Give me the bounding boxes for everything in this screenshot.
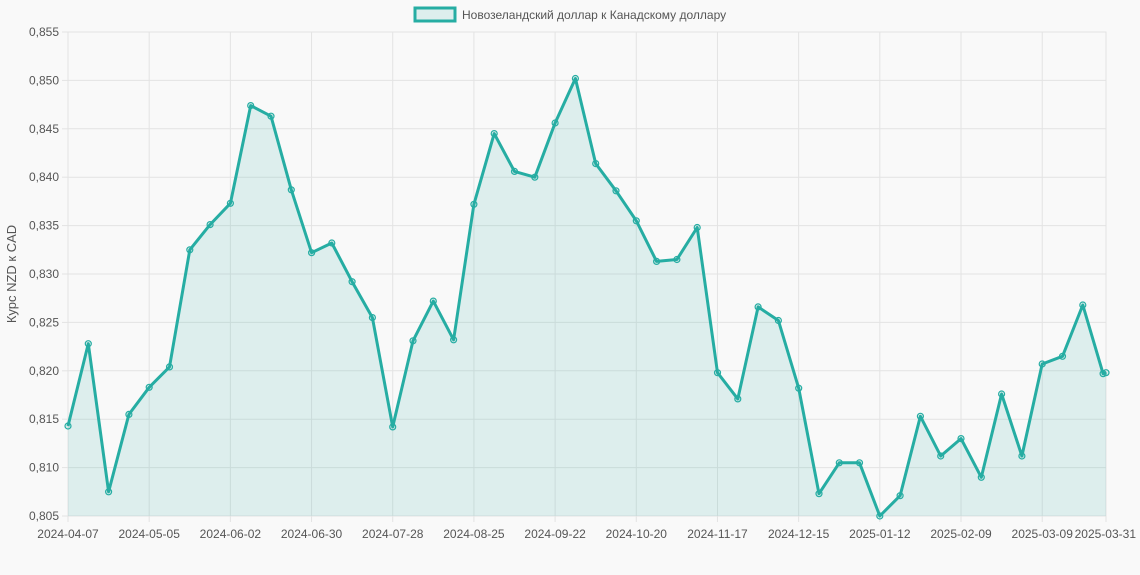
x-tick-label: 2024-09-22 [524,527,586,541]
y-tick-label: 0,830 [29,267,59,281]
x-tick-label: 2024-05-05 [118,527,180,541]
data-point[interactable] [815,490,823,498]
data-point[interactable] [1058,352,1067,360]
x-tick-label: 2025-03-31 [1075,527,1137,541]
data-point[interactable] [226,199,234,207]
x-tick-label: 2024-10-20 [606,527,668,541]
data-point[interactable] [165,363,174,371]
data-point[interactable] [450,336,458,344]
series-line [66,77,1107,518]
data-point[interactable] [308,249,316,257]
data-point[interactable] [186,246,194,254]
y-tick-label: 0,845 [29,122,59,136]
data-point[interactable] [389,423,397,431]
data-point[interactable] [409,337,417,345]
data-point[interactable] [571,74,580,83]
x-tick-label: 2024-12-15 [768,527,830,541]
data-point[interactable] [267,112,275,120]
data-point[interactable] [1102,369,1110,377]
data-point[interactable] [632,217,640,225]
data-point[interactable] [368,314,376,322]
data-point[interactable] [774,316,783,325]
data-point[interactable] [957,435,965,443]
data-point[interactable] [673,255,681,264]
data-point[interactable] [429,297,437,305]
data-point[interactable] [855,459,864,467]
data-point[interactable] [876,512,884,520]
y-tick-label: 0,840 [29,170,59,184]
data-point[interactable] [977,473,985,481]
legend-swatch[interactable] [413,6,457,23]
data-point[interactable] [592,160,600,168]
data-point[interactable] [287,186,295,194]
y-tick-label: 0,825 [29,315,59,329]
data-point[interactable] [247,101,255,110]
y-tick-label: 0,855 [29,25,59,39]
data-point[interactable] [64,422,72,430]
x-tick-label: 2025-01-12 [849,527,911,541]
data-point[interactable] [937,452,945,460]
y-tick-label: 0,805 [29,509,59,523]
data-point[interactable] [734,395,742,403]
x-axis-ticks: 2024-04-07 2024-05-05 2024-06-02 2024-06-30… [37,527,1136,541]
plot-border [67,31,1107,517]
data-point[interactable] [470,200,478,208]
y-tick-label: 0,815 [29,412,59,426]
data-point[interactable] [104,488,113,496]
data-point[interactable] [713,369,722,377]
data-point[interactable] [206,221,214,229]
data-point[interactable] [84,340,92,348]
y-axis-ticks: 0,855 0,850 0,845 0,840 0,835 0,830 0,825 0,820… [29,25,59,523]
x-tick-label: 2024-06-02 [200,527,262,541]
series-area [68,78,1106,516]
data-point[interactable] [835,459,843,467]
x-tick-label: 2024-07-28 [362,527,424,541]
data-point[interactable] [652,257,661,265]
data-point[interactable] [896,492,904,500]
data-point[interactable] [328,239,336,247]
series-line-layer [66,77,1107,518]
data-point[interactable] [1038,360,1046,368]
data-point[interactable] [551,119,559,127]
data-point[interactable] [531,173,539,181]
data-point[interactable] [916,412,925,420]
x-tick-label: 2024-04-07 [37,527,99,541]
data-point[interactable] [754,303,762,311]
data-point[interactable] [693,223,701,232]
legend-label[interactable]: Новозеландский доллар к Канадскому долла… [462,8,726,22]
data-point[interactable] [348,278,356,286]
legend[interactable]: Новозеландский доллар к Канадскому долла… [413,6,726,23]
y-tick-label: 0,820 [29,364,59,378]
data-point[interactable] [145,383,153,391]
data-point[interactable] [490,130,498,138]
y-tick-label: 0,810 [29,461,59,475]
data-point[interactable] [795,384,803,392]
y-tick-label: 0,835 [29,219,59,233]
y-axis-label: Курс NZD к CAD [4,225,19,323]
x-tick-label: 2025-03-09 [1012,527,1074,541]
data-point[interactable] [510,167,519,175]
data-point[interactable] [1018,452,1026,460]
x-tick-label: 2024-06-30 [281,527,343,541]
x-tick-label: 2024-08-25 [443,527,505,541]
data-point[interactable] [1079,301,1087,309]
data-points-layer [64,74,1110,520]
y-tick-label: 0,850 [29,73,59,87]
data-point[interactable] [997,390,1006,398]
x-tick-label: 2025-02-09 [930,527,992,541]
data-point[interactable] [612,187,620,195]
area-fill-layer [68,78,1106,516]
x-tick-label: 2024-11-17 [687,527,748,541]
data-point[interactable] [125,410,133,418]
